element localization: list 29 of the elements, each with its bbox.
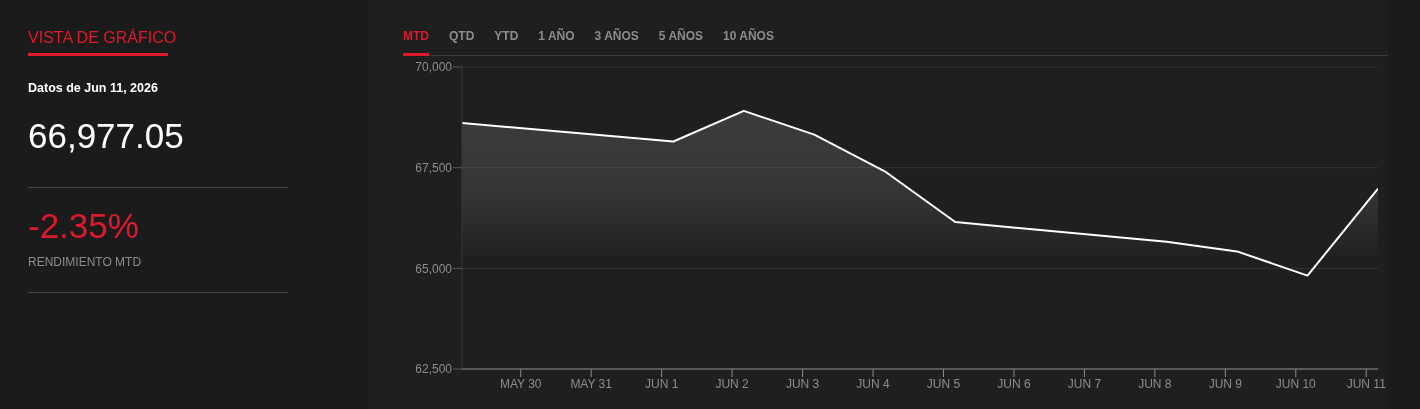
y-tick-label: 65,000 bbox=[415, 261, 453, 276]
x-tick-label: JUN 7 bbox=[1067, 376, 1102, 391]
y-tick-label: 62,500 bbox=[415, 362, 453, 377]
x-tick-label: MAY 31 bbox=[570, 376, 613, 391]
x-tick-label: JUN 1 bbox=[644, 376, 679, 391]
text: Datos de Jun 11, 2026 bbox=[28, 81, 158, 95]
y-tick-label: 67,500 bbox=[415, 160, 453, 175]
x-tick-label: JUN 6 bbox=[997, 376, 1031, 391]
text: 5 AÑOS bbox=[658, 29, 704, 43]
x-tick-label: JUN 11 bbox=[1346, 376, 1387, 391]
x-tick-label: JUN 5 bbox=[926, 376, 961, 391]
x-tick-label: JUN 3 bbox=[785, 376, 820, 391]
x-tick-label: JUN 2 bbox=[715, 376, 750, 391]
text: -2.35% bbox=[28, 206, 139, 245]
text: 66,977.05 bbox=[28, 116, 184, 155]
text: QTD bbox=[449, 29, 475, 43]
x-tick-label: JUN 9 bbox=[1208, 376, 1243, 391]
text: 3 AÑOS bbox=[594, 29, 639, 43]
text: MTD bbox=[403, 29, 429, 43]
text: YTD bbox=[494, 29, 519, 43]
x-tick-label: MAY 30 bbox=[499, 376, 542, 391]
x-tick-label: JUN 4 bbox=[856, 376, 891, 391]
x-tick-label: JUN 8 bbox=[1138, 376, 1172, 391]
text: 1 AÑO bbox=[538, 29, 575, 43]
text: RENDIMIENTO MTD bbox=[28, 255, 142, 269]
text: VISTA DE GRÁFICO bbox=[28, 29, 177, 46]
x-tick-label: JUN 10 bbox=[1275, 376, 1317, 391]
text: 10 AÑOS bbox=[723, 29, 774, 43]
y-tick-label: 70,000 bbox=[415, 60, 453, 75]
